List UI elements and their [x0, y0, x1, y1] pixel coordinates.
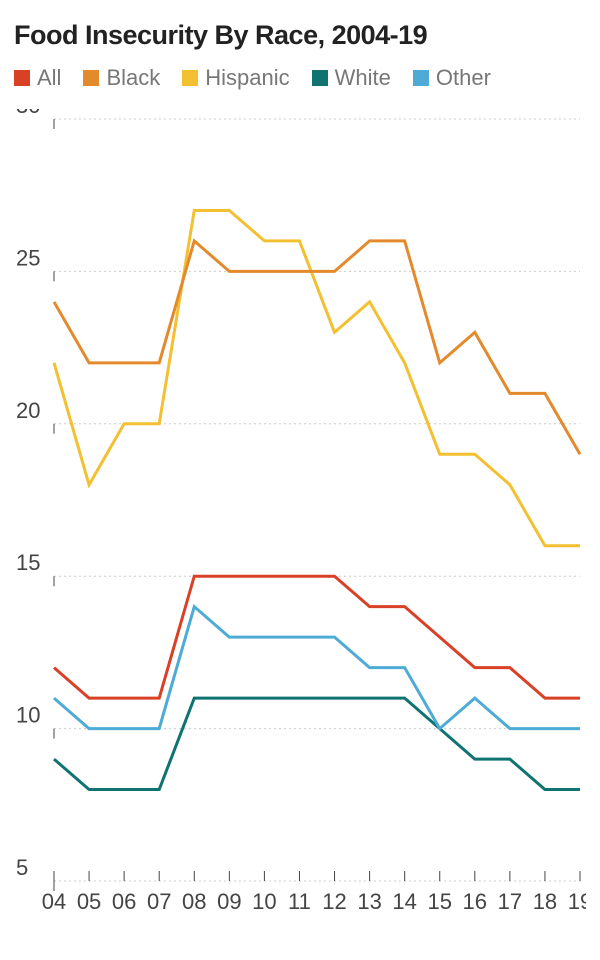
legend-swatch — [413, 70, 429, 86]
legend-item: Black — [83, 65, 160, 91]
legend-item: All — [14, 65, 61, 91]
x-axis-label: 14 — [392, 889, 416, 914]
y-axis-label: 10 — [16, 703, 40, 728]
x-axis-label: 19 — [568, 889, 586, 914]
x-axis-label: 04 — [42, 889, 66, 914]
x-axis-label: 07 — [147, 889, 171, 914]
x-axis-label: 10 — [252, 889, 276, 914]
legend-label: Hispanic — [205, 65, 289, 91]
y-axis-label: 15 — [16, 550, 40, 575]
x-axis-label: 13 — [357, 889, 381, 914]
legend-swatch — [182, 70, 198, 86]
x-axis-label: 16 — [463, 889, 487, 914]
legend-swatch — [83, 70, 99, 86]
legend: All Black Hispanic White Other — [14, 65, 580, 91]
y-axis-label: 30 — [16, 109, 40, 118]
legend-label: White — [335, 65, 391, 91]
legend-item: Hispanic — [182, 65, 289, 91]
series-line — [54, 241, 580, 454]
chart-title: Food Insecurity By Race, 2004-19 — [14, 20, 580, 51]
legend-swatch — [312, 70, 328, 86]
line-chart: 5 10 15 20 25 30 04 05 06 07 08 09 10 11 12 13 14 15 16 17 1… — [14, 109, 586, 919]
chart-area: 5 10 15 20 25 30 04 05 06 07 08 09 10 11 12 13 14 15 16 17 1… — [14, 109, 580, 919]
x-axis-label: 09 — [217, 889, 241, 914]
y-axis-label: 25 — [16, 245, 40, 270]
y-axis-label: 5 — [16, 855, 28, 880]
legend-swatch — [14, 70, 30, 86]
legend-label: Black — [106, 65, 160, 91]
x-axis-label: 15 — [427, 889, 451, 914]
x-axis-label: 12 — [322, 889, 346, 914]
legend-label: All — [37, 65, 61, 91]
x-axis-label: 05 — [77, 889, 101, 914]
y-axis-label: 20 — [16, 398, 40, 423]
legend-item: White — [312, 65, 391, 91]
x-axis-label: 11 — [288, 889, 311, 914]
series-line — [54, 698, 580, 789]
x-axis-label: 06 — [112, 889, 136, 914]
x-axis-label: 08 — [182, 889, 206, 914]
x-axis-label: 17 — [498, 889, 522, 914]
legend-label: Other — [436, 65, 491, 91]
legend-item: Other — [413, 65, 491, 91]
x-axis-label: 18 — [533, 889, 557, 914]
